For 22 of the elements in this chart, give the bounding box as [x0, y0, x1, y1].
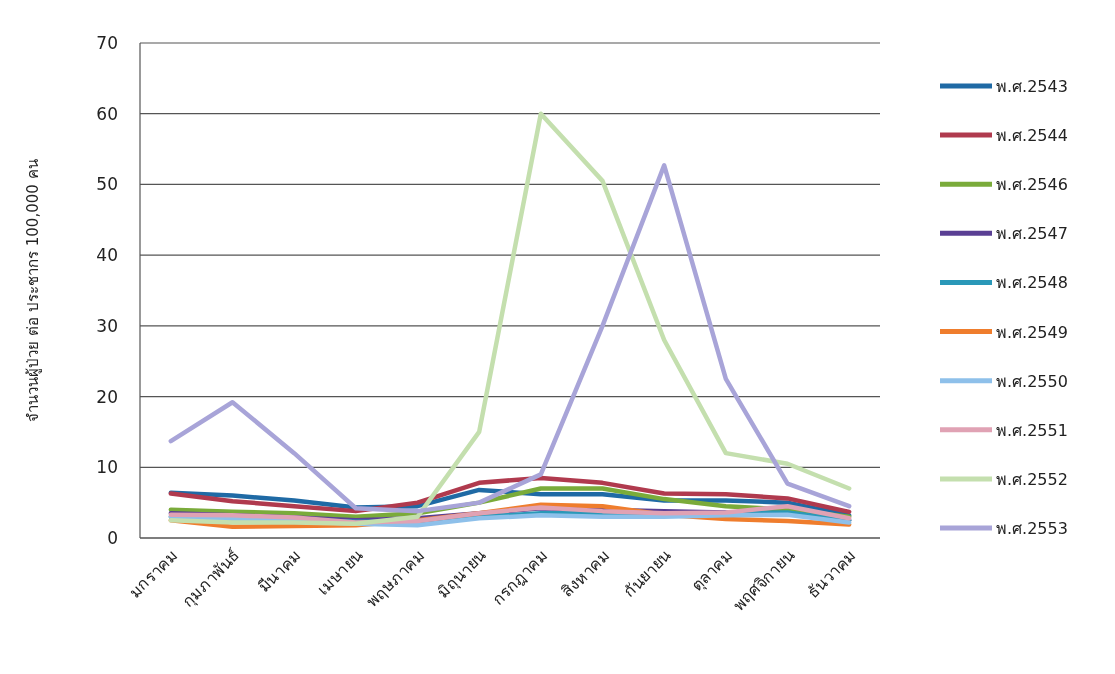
y-tick-label: 20 — [96, 386, 118, 407]
y-tick-label: 40 — [96, 245, 118, 266]
legend-label: พ.ศ.2550 — [996, 371, 1068, 391]
line-series — [168, 111, 852, 527]
legend-label: พ.ศ.2546 — [996, 175, 1068, 195]
legend-label: พ.ศ.2547 — [996, 224, 1068, 244]
y-tick-label: 70 — [96, 33, 118, 53]
y-tick-label: 60 — [96, 103, 118, 124]
line-series — [168, 475, 852, 515]
legend-label: พ.ศ.2551 — [996, 420, 1068, 440]
y-tick-label: 30 — [96, 315, 118, 336]
legend-label: พ.ศ.2543 — [996, 77, 1068, 96]
line-series — [168, 163, 852, 514]
y-axis-title: จำนวนผู้ป่วย ต่อ ประชากร 100,000 คน — [24, 159, 42, 422]
y-tick-label: 10 — [96, 457, 118, 478]
legend-label: พ.ศ.2548 — [996, 273, 1068, 293]
legend-label: พ.ศ.2549 — [996, 322, 1068, 342]
y-tick-label: 50 — [96, 174, 118, 195]
legend-label: พ.ศ.2544 — [996, 126, 1068, 146]
legend-label: พ.ศ.2553 — [996, 519, 1068, 538]
y-tick-label: 0 — [107, 528, 118, 548]
legend-label: พ.ศ.2552 — [996, 469, 1068, 489]
